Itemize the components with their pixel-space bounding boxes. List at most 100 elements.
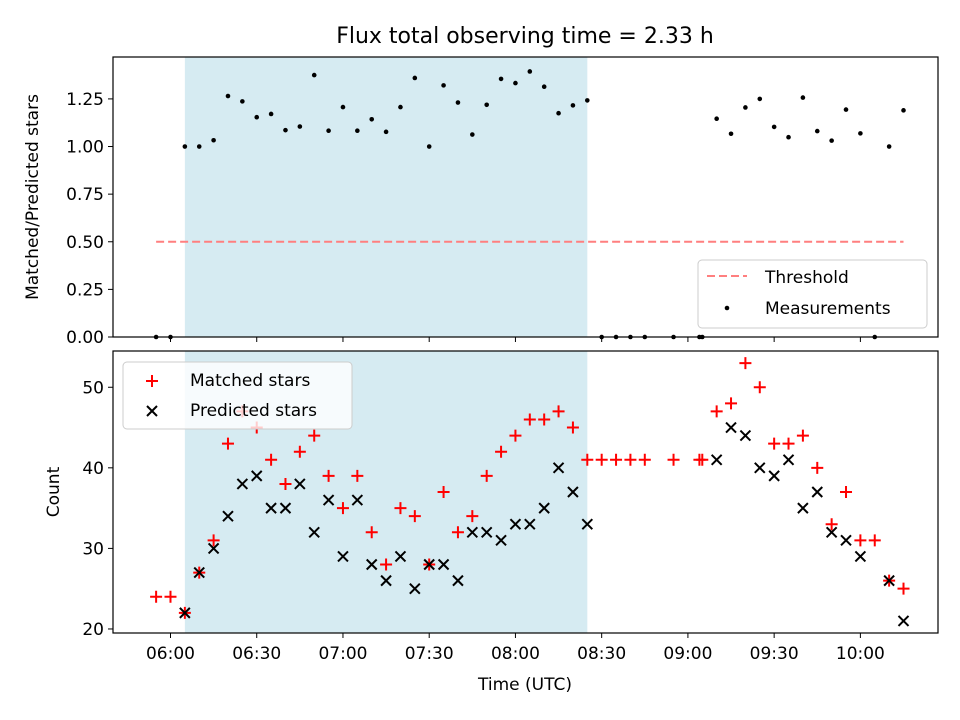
matched-star-point [451, 526, 464, 539]
predicted-star-point [179, 607, 191, 619]
matched-star-point [581, 453, 594, 466]
x-tick-label: 08:00 [491, 644, 540, 664]
predicted-star-point [236, 478, 249, 490]
matched-star-point [509, 429, 522, 442]
matched-star-point [638, 453, 651, 466]
x-tick-label: 09:00 [663, 644, 712, 664]
measurement-point [541, 84, 547, 90]
matched-star-point [265, 453, 278, 466]
matched-star-point [336, 502, 349, 515]
measurement-point [743, 105, 748, 110]
bottom-y-axis-label: Count [44, 466, 64, 517]
matched-star-point [840, 486, 853, 498]
measurement-point [814, 128, 820, 134]
top-legend: Threshold Measurements [697, 259, 928, 329]
measurement-point [240, 99, 245, 104]
predicted-star-point [466, 526, 479, 538]
predicted-star-point [222, 510, 234, 522]
matched-star-point [365, 526, 378, 539]
predicted-star-point [351, 494, 364, 506]
legend-measurements-label: Measurements [765, 299, 891, 319]
bottom-legend-box [122, 361, 353, 430]
measurement-point [268, 111, 274, 117]
predicted-star-point [337, 550, 349, 563]
top-legend-box [697, 259, 928, 329]
measurement-point [858, 131, 863, 136]
matched-star-point [380, 558, 393, 571]
measurement-point [585, 98, 590, 103]
matched-star-point [164, 590, 177, 603]
predicted-star-point [782, 454, 795, 466]
predicted-star-point [423, 558, 435, 571]
matched-star-point [394, 502, 407, 515]
matched-star-point [753, 381, 766, 394]
measurement-point [398, 104, 403, 110]
bottom-y-tick-label: 50 [82, 378, 104, 398]
predicted-star-point [509, 518, 522, 530]
measurement-point [570, 103, 576, 108]
matched-star-point [523, 413, 536, 426]
predicted-star-point [710, 454, 723, 466]
measurement-point [340, 104, 346, 110]
matched-star-point [825, 518, 838, 531]
predicted-star-point [768, 470, 780, 482]
predicted-star-point [754, 462, 766, 474]
predicted-star-point [538, 502, 550, 514]
top-y-tick-label: 0.75 [66, 185, 104, 205]
bottom-axes-frame [112, 350, 939, 634]
predicted-star-point [581, 518, 594, 530]
measurement-point [441, 83, 446, 88]
matched-star-point [739, 357, 752, 370]
predicted-star-point [495, 534, 507, 547]
legend-matched-swatch [146, 375, 158, 387]
measurement-point [901, 108, 906, 113]
measurement-point [426, 144, 432, 149]
predicted-star-point [380, 574, 392, 587]
top-y-tick-label: 0.25 [66, 280, 104, 300]
predicted-star-point [193, 566, 205, 579]
measurement-point [283, 127, 288, 133]
matched-star-point [696, 453, 709, 466]
measurement-point [771, 124, 777, 130]
measurement-point [311, 72, 317, 78]
legend-threshold-label: Threshold [764, 268, 849, 288]
measurement-point [800, 95, 806, 100]
predicted-star-point [739, 429, 752, 442]
matched-star-point [710, 405, 723, 418]
matched-star-point [624, 453, 637, 466]
x-tick-label: 09:30 [750, 644, 799, 664]
x-tick-label: 07:00 [318, 644, 367, 664]
measurement-point [254, 114, 260, 120]
predicted-star-point [840, 534, 852, 547]
matched-star-point [150, 590, 163, 603]
matched-star-point [221, 437, 234, 450]
x-axis-label: Time (UTC) [477, 675, 572, 695]
predicted-star-point [207, 542, 220, 555]
predicted-star-point [279, 502, 292, 514]
measurement-point [369, 116, 375, 122]
bottom-y-tick-label: 40 [82, 459, 104, 479]
matched-star-point [768, 437, 781, 450]
top-y-tick-label: 1.00 [66, 138, 104, 158]
bottom-y-tick-label: 30 [82, 539, 104, 559]
top-shaded-interval [184, 57, 588, 337]
measurement-point [412, 75, 418, 81]
top-y-tick-label: 1.25 [66, 90, 104, 110]
predicted-star-point [524, 518, 536, 530]
predicted-star-point [897, 615, 910, 627]
measurement-point [714, 116, 719, 122]
matched-star-point [868, 534, 881, 547]
matched-star-point [437, 486, 450, 498]
measurement-point [843, 107, 849, 112]
legend-predicted-label: Predicted stars [190, 401, 317, 421]
predicted-star-point [797, 502, 809, 514]
predicted-star-point [725, 421, 737, 434]
matched-star-point [595, 453, 608, 466]
matched-star-point [293, 445, 306, 458]
chart-title: Flux total observing time = 2.33 h [336, 24, 714, 49]
predicted-star-point [567, 486, 579, 498]
measurement-point [886, 144, 892, 149]
matched-star-point [207, 534, 220, 547]
measurement-point [182, 144, 188, 149]
measurement-point [326, 128, 331, 134]
